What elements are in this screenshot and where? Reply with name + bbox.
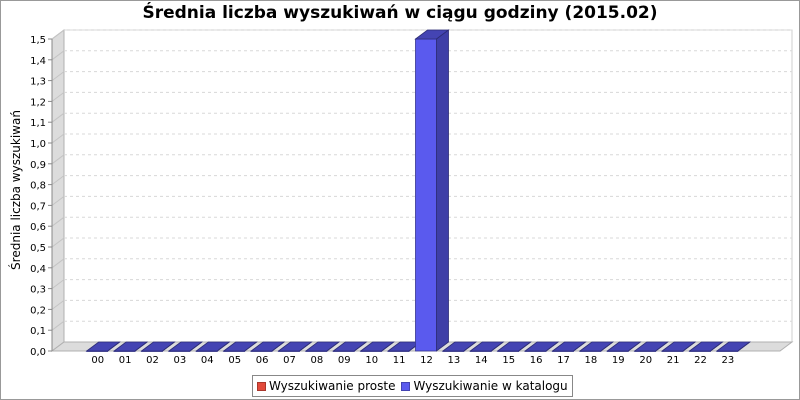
bar-side <box>600 341 614 352</box>
bar-side <box>244 341 257 352</box>
bar-side <box>491 341 504 352</box>
bar-side <box>518 341 531 352</box>
bar-side <box>299 341 312 352</box>
bar-side <box>436 29 449 352</box>
y-tick-label: 0,7 <box>30 201 46 212</box>
gridline-side <box>51 320 65 331</box>
bar-side <box>271 341 285 352</box>
bar-front <box>415 38 437 352</box>
gridline-side <box>51 92 65 102</box>
bar-side <box>354 341 367 352</box>
x-tick-label: 04 <box>201 355 214 366</box>
x-tick-label: 08 <box>311 355 324 366</box>
bar-side <box>107 341 120 352</box>
bar-side <box>710 341 723 352</box>
x-tick-label: 03 <box>174 355 187 366</box>
bar-side <box>573 341 586 352</box>
legend-label-catalog: Wyszukiwanie w katalogu <box>413 379 568 393</box>
bar-side <box>326 341 340 352</box>
y-tick-label: 0,8 <box>30 181 46 192</box>
plot-side-wall <box>51 29 65 352</box>
gridline-side <box>51 112 65 123</box>
x-tick-label: 22 <box>694 355 707 366</box>
bar-side <box>162 341 175 352</box>
gridline-side <box>51 71 65 81</box>
x-tick-label: 19 <box>612 355 625 366</box>
legend-swatch-simple <box>257 381 266 391</box>
x-tick-label: 14 <box>475 355 488 366</box>
x-tick-label: 13 <box>448 355 461 366</box>
x-tick-label: 09 <box>338 355 351 366</box>
x-tick-label: 23 <box>722 355 735 366</box>
bar-side <box>217 341 230 352</box>
x-tick-label: 21 <box>667 355 680 366</box>
x-tick-label: 01 <box>119 355 132 366</box>
bar-side <box>682 341 696 352</box>
bar-side <box>545 341 559 352</box>
y-tick-label: 0,5 <box>30 243 46 254</box>
gridline-side <box>51 133 65 144</box>
y-tick-label: 0,9 <box>30 160 46 171</box>
x-tick-label: 00 <box>91 355 104 366</box>
legend-swatch-catalog <box>401 381 411 391</box>
x-tick-label: 10 <box>365 355 378 366</box>
x-tick-label: 16 <box>530 355 543 366</box>
y-tick-label: 1,2 <box>30 97 46 108</box>
x-tick-label: 05 <box>228 355 241 366</box>
x-tick-label: 20 <box>639 355 652 366</box>
x-tick-label: 17 <box>557 355 570 366</box>
gridline-side <box>51 299 65 310</box>
bar-side <box>134 341 148 352</box>
y-tick-label: 0,3 <box>30 285 46 296</box>
bar-side <box>189 341 203 352</box>
y-tick-label: 1,1 <box>30 118 46 129</box>
x-tick-label: 02 <box>146 355 159 366</box>
y-tick-label: 0,0 <box>30 347 46 358</box>
x-tick-label: 18 <box>585 355 598 366</box>
chart-title: Średnia liczba wyszukiwań w ciągu godzin… <box>142 3 658 23</box>
legend-label-simple: Wyszukiwanie proste <box>269 379 396 393</box>
x-tick-label: 11 <box>393 355 406 366</box>
gridline-side <box>51 195 65 206</box>
y-tick-label: 0,6 <box>30 222 46 233</box>
x-tick-label: 12 <box>420 355 433 366</box>
bar-side <box>655 341 668 352</box>
legend-item-catalog: Wyszukiwanie w katalogu <box>401 379 568 393</box>
bar-side <box>737 341 751 352</box>
x-tick-label: 15 <box>502 355 515 366</box>
y-tick-label: 0,2 <box>30 305 46 316</box>
gridline-side <box>51 216 65 227</box>
bar-side <box>463 341 477 352</box>
y-tick-label: 0,1 <box>30 326 46 337</box>
y-tick-label: 1,4 <box>30 56 46 67</box>
gridline-side <box>51 154 65 165</box>
x-tick-label: 07 <box>283 355 296 366</box>
gridline-side <box>51 175 65 186</box>
legend: Wyszukiwanie proste Wyszukiwanie w katal… <box>252 375 573 397</box>
bar-side <box>381 341 394 352</box>
gridline-side <box>51 50 65 61</box>
legend-item-simple: Wyszukiwanie proste <box>257 379 395 393</box>
y-tick-label: 1,3 <box>30 77 46 88</box>
y-tick-label: 1,0 <box>30 139 46 150</box>
bar-side <box>628 341 641 352</box>
x-tick-label: 06 <box>256 355 269 366</box>
gridline-side <box>51 258 65 269</box>
y-tick-label: 1,5 <box>30 35 46 46</box>
gridline-side <box>51 29 65 40</box>
gridline-side <box>51 279 65 290</box>
gridline-side <box>51 237 65 248</box>
y-tick-label: 0,4 <box>30 264 46 275</box>
